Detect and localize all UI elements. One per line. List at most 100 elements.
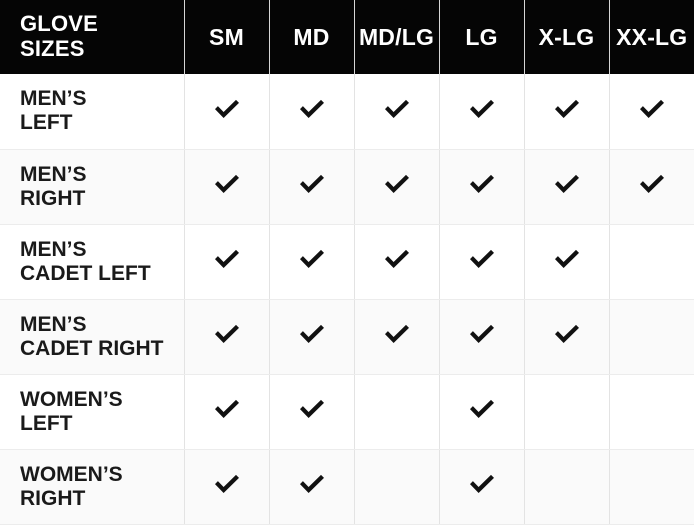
availability-cell (183, 299, 269, 375)
column-header-sm: SM (183, 0, 269, 74)
availability-cell (523, 224, 609, 300)
row-header-line-1: MEN’S (20, 312, 87, 336)
check-icon (297, 247, 327, 271)
row-header-line-1: MEN’S (20, 237, 87, 261)
check-icon (297, 322, 327, 346)
check-icon (552, 172, 582, 196)
empty-cell (610, 375, 694, 449)
check-icon (212, 172, 242, 196)
row-header-line-1: MEN’S (20, 162, 87, 186)
availability-cell (608, 299, 694, 375)
check-icon (382, 322, 412, 346)
check-icon (467, 247, 497, 271)
table-row: MEN’S CADET LEFT (0, 224, 694, 300)
row-header: WOMEN’S LEFT (0, 374, 184, 450)
availability-cell (183, 224, 269, 300)
check-icon (297, 397, 327, 421)
check-icon (467, 397, 497, 421)
availability-cell (353, 449, 439, 525)
check-icon (382, 97, 412, 121)
availability-cell (353, 299, 439, 375)
check-icon (552, 322, 582, 346)
availability-cell (438, 449, 524, 525)
corner-header-line-2: SIZES (20, 36, 85, 61)
availability-cell (183, 449, 269, 525)
check-icon (467, 322, 497, 346)
column-header-xx-lg: XX-LG (608, 0, 694, 74)
availability-cell (438, 74, 524, 150)
empty-cell (525, 375, 609, 449)
chart-body: MEN’S LEFT MEN’S RIGHT MEN’S CADET LEFT MEN’S C… (0, 74, 694, 525)
empty-cell (610, 300, 694, 374)
column-header-md-lg: MD/LG (353, 0, 439, 74)
availability-cell (268, 299, 354, 375)
availability-cell (523, 149, 609, 225)
check-icon (467, 172, 497, 196)
availability-cell (608, 74, 694, 150)
empty-cell (355, 450, 439, 524)
availability-cell (608, 449, 694, 525)
row-header-line-1: WOMEN’S (20, 462, 123, 486)
table-row: WOMEN’S LEFT (0, 374, 694, 450)
row-header-line-2: LEFT (20, 111, 73, 135)
row-header-line-2: LEFT (20, 411, 73, 435)
row-header-line-1: WOMEN’S (20, 387, 123, 411)
availability-cell (608, 224, 694, 300)
corner-header-glove-sizes: GLOVE SIZES (0, 0, 184, 74)
empty-cell (525, 450, 609, 524)
row-header: MEN’S CADET RIGHT (0, 299, 184, 375)
check-icon (467, 472, 497, 496)
empty-cell (610, 225, 694, 299)
availability-cell (183, 149, 269, 225)
check-icon (212, 97, 242, 121)
row-header: MEN’S LEFT (0, 74, 184, 150)
availability-cell (268, 74, 354, 150)
availability-cell (268, 449, 354, 525)
row-header-line-2: RIGHT (20, 186, 86, 210)
table-row: MEN’S CADET RIGHT (0, 299, 694, 375)
availability-cell (353, 74, 439, 150)
empty-cell (355, 375, 439, 449)
column-header-x-lg: X-LG (523, 0, 609, 74)
check-icon (212, 397, 242, 421)
availability-cell (438, 224, 524, 300)
availability-cell (608, 149, 694, 225)
column-header-lg: LG (438, 0, 524, 74)
check-icon (552, 97, 582, 121)
header-row: GLOVE SIZES SM MD MD/LG LG X-LG XX-LG (0, 0, 694, 74)
check-icon (297, 97, 327, 121)
availability-cell (268, 149, 354, 225)
chart-header: GLOVE SIZES SM MD MD/LG LG X-LG XX-LG (0, 0, 694, 74)
check-icon (467, 97, 497, 121)
availability-cell (523, 374, 609, 450)
row-header: MEN’S CADET LEFT (0, 224, 184, 300)
availability-cell (353, 374, 439, 450)
check-icon (212, 472, 242, 496)
availability-cell (183, 74, 269, 150)
availability-cell (438, 299, 524, 375)
check-icon (212, 322, 242, 346)
availability-cell (353, 224, 439, 300)
table-row: MEN’S LEFT (0, 74, 694, 150)
availability-cell (523, 74, 609, 150)
availability-cell (183, 374, 269, 450)
check-icon (297, 172, 327, 196)
table-row: MEN’S RIGHT (0, 149, 694, 225)
row-header-line-2: CADET LEFT (20, 261, 151, 285)
availability-cell (438, 374, 524, 450)
check-icon (297, 472, 327, 496)
row-header-line-2: CADET RIGHT (20, 336, 164, 360)
table-row: WOMEN’S RIGHT (0, 449, 694, 525)
availability-cell (523, 449, 609, 525)
availability-cell (608, 374, 694, 450)
row-header: MEN’S RIGHT (0, 149, 184, 225)
row-header: WOMEN’S RIGHT (0, 449, 184, 525)
check-icon (212, 247, 242, 271)
check-icon (382, 247, 412, 271)
row-header-line-1: MEN’S (20, 87, 87, 111)
availability-cell (523, 299, 609, 375)
check-icon (637, 172, 667, 196)
check-icon (637, 97, 667, 121)
check-icon (552, 247, 582, 271)
